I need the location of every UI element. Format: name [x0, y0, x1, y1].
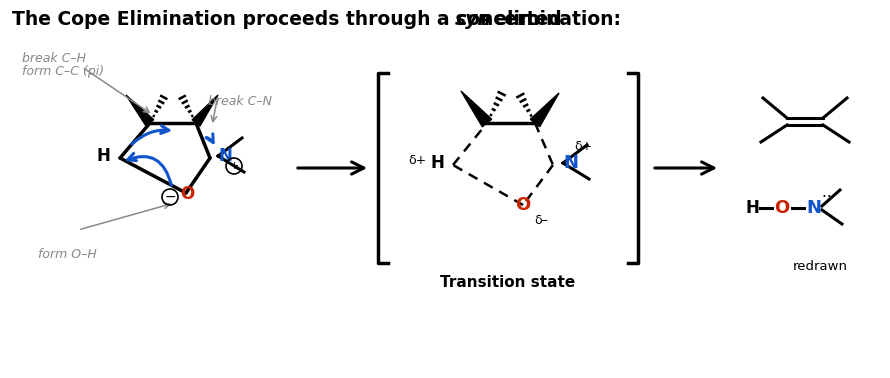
Text: N: N: [563, 154, 578, 172]
Text: δ+: δ+: [408, 155, 426, 167]
Text: O: O: [180, 185, 194, 203]
Text: δ–: δ–: [534, 214, 548, 228]
Text: N: N: [218, 147, 232, 165]
Text: form O–H: form O–H: [38, 248, 97, 261]
Text: δ+: δ+: [574, 141, 592, 153]
Polygon shape: [192, 95, 218, 126]
Text: redrawn: redrawn: [792, 260, 847, 273]
Text: H: H: [96, 147, 110, 165]
Text: O: O: [774, 199, 789, 217]
Text: −: −: [164, 190, 176, 204]
Text: H: H: [745, 199, 759, 217]
Text: form C–C (pi): form C–C (pi): [22, 65, 104, 78]
Polygon shape: [126, 95, 154, 126]
Text: Transition state: Transition state: [441, 275, 576, 290]
Text: The Cope Elimination proceeds through a concerted: The Cope Elimination proceeds through a …: [12, 10, 568, 29]
Polygon shape: [530, 93, 559, 127]
Text: - elimination:: - elimination:: [480, 10, 621, 29]
Polygon shape: [461, 91, 491, 127]
Text: +: +: [230, 161, 239, 171]
Text: ··: ··: [822, 191, 837, 206]
Text: H: H: [430, 154, 444, 172]
Text: N: N: [806, 199, 821, 217]
Text: break C–H: break C–H: [22, 52, 86, 65]
Text: O: O: [515, 196, 530, 214]
Text: syn: syn: [455, 10, 492, 29]
Text: break C–N: break C–N: [208, 95, 272, 108]
